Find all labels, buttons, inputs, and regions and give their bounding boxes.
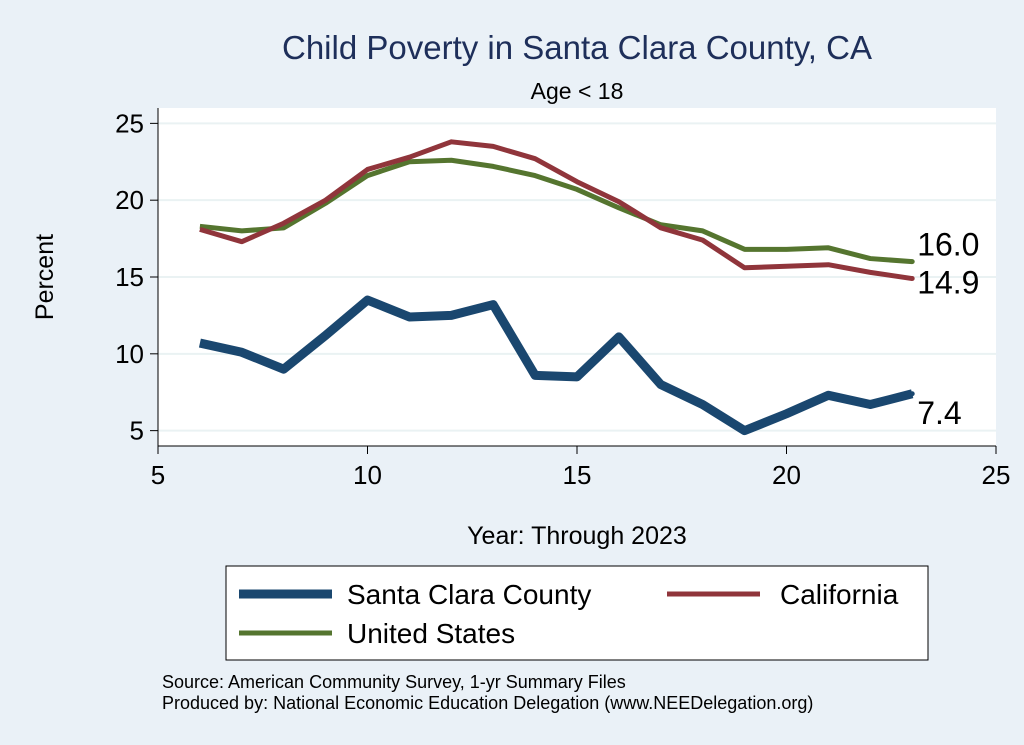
source-note: Source: American Community Survey, 1-yr … [162,672,626,692]
legend: Santa Clara County California United Sta… [225,565,929,661]
x-tick-label: 10 [353,460,382,490]
y-axis-title: Percent [31,234,59,320]
end-label-santa-clara-county: 7.4 [917,395,961,431]
end-label-california: 14.9 [917,265,979,301]
chart-title: Child Poverty in Santa Clara County, CA [282,29,872,66]
series-end-marker-santa-clara-county [909,391,915,397]
x-tick-label: 20 [772,460,801,490]
x-tick-label: 25 [982,460,1011,490]
chart-subtitle: Age < 18 [531,78,624,104]
legend-label-california: California [780,579,899,610]
series-line-california [199,139,913,282]
x-ticks: 5 10 15 20 25 [151,446,1011,490]
x-axis-title: Year: Through 2023 [467,522,687,550]
end-labels: 7.4 14.916.0 [917,227,979,431]
legend-label-united-states: United States [347,618,515,649]
y-tick-label: 15 [115,262,144,292]
y-tick-label: 10 [115,339,144,369]
series-end-marker-california [909,276,915,282]
producer-note: Produced by: National Economic Education… [162,693,813,713]
y-tick-label: 5 [130,416,144,446]
legend-box [225,565,929,661]
series-line-santa-clara-county [198,295,914,436]
y-tick-label: 25 [115,108,144,138]
y-ticks: 5 10 15 20 25 [115,108,158,446]
series-lines [198,139,915,436]
y-tick-label: 20 [115,185,144,215]
x-tick-label: 5 [151,460,165,490]
legend-label-santa-clara: Santa Clara County [347,579,591,610]
series-line-united-states [199,157,913,265]
series-end-marker-united-states [909,259,915,265]
x-tick-label: 15 [563,460,592,490]
end-label-united-states: 16.0 [917,227,979,263]
